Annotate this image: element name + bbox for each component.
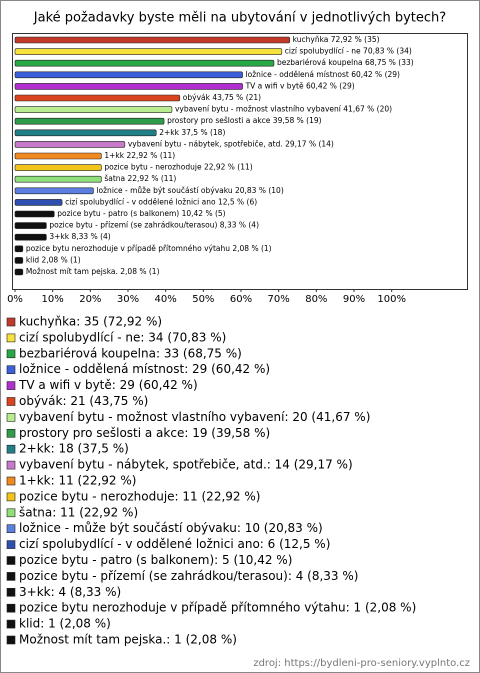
legend-label: pozice bytu - nerozhoduje: 11 (22,92 %) bbox=[19, 489, 260, 503]
legend-label: 3+kk: 4 (8,33 %) bbox=[19, 585, 121, 599]
x-tick-label: 90% bbox=[343, 294, 365, 305]
legend-swatch bbox=[6, 397, 16, 406]
bar-label: pozice bytu - patro (s balkonem) 10,42 %… bbox=[57, 209, 225, 218]
bar-label: vybavení bytu - nábytek, spotřebiče, atd… bbox=[128, 139, 334, 148]
x-tick-label: 0% bbox=[7, 294, 23, 305]
legend-swatch bbox=[6, 492, 16, 502]
legend-swatch bbox=[6, 603, 16, 613]
x-tick-label: 30% bbox=[117, 294, 139, 305]
bar-label: pozice bytu - přízemí (se zahrádkou/tera… bbox=[49, 221, 259, 230]
legend-label: 1+kk: 11 (22,92 %) bbox=[19, 474, 136, 488]
bar-label: klid 2,08 % (1) bbox=[26, 255, 81, 264]
bar bbox=[14, 59, 275, 67]
legend-label: klid: 1 (2,08 %) bbox=[19, 617, 111, 631]
legend-swatch bbox=[6, 540, 16, 549]
x-tick-label: 50% bbox=[192, 294, 214, 305]
legend-label: ložnice - může být součástí obývaku: 10 … bbox=[19, 521, 323, 535]
legend-label: vybavení bytu - nábytek, spotřebiče, atd… bbox=[19, 458, 353, 472]
legend-swatch bbox=[6, 460, 16, 470]
legend-swatch bbox=[6, 572, 16, 581]
x-tick-label: 60% bbox=[230, 294, 252, 305]
bar bbox=[14, 71, 243, 79]
legend-swatch bbox=[6, 365, 16, 375]
bar-label: bezbariérová koupelna 68,75 % (33) bbox=[277, 58, 414, 67]
bar bbox=[14, 268, 24, 276]
legend-label: pozice bytu nerozhoduje v případě přítom… bbox=[19, 601, 416, 615]
bar bbox=[14, 129, 157, 137]
bar bbox=[14, 164, 102, 171]
bar-label: vybavení bytu - možnost vlastního vybave… bbox=[175, 105, 392, 114]
x-tick-label: 10% bbox=[42, 294, 64, 305]
legend-label: 2+kk: 18 (37,5 %) bbox=[19, 442, 129, 456]
legend-swatch bbox=[6, 333, 16, 343]
legend-label: ložnice - oddělená místnost: 29 (60,42 %… bbox=[19, 362, 270, 376]
bar-label: prostory pro sešlosti a akce 39,58 % (19… bbox=[167, 116, 322, 125]
legend-label: Možnost mít tam pejska.: 1 (2,08 %) bbox=[19, 633, 237, 647]
bar-label: ložnice - může být součástí obývaku 20,8… bbox=[96, 186, 283, 195]
legend-swatch bbox=[6, 381, 16, 390]
legend-swatch bbox=[6, 635, 16, 645]
legend-label: cizí spolubydlící - v oddělené ložnici a… bbox=[19, 537, 330, 551]
legend-swatch bbox=[6, 349, 16, 359]
legend-label: cizí spolubydlící - ne: 34 (70,83 %) bbox=[19, 330, 226, 344]
bar-label: 2+kk 37,5 % (18) bbox=[159, 128, 225, 137]
bar-label: Možnost mít tam pejska. 2,08 % (1) bbox=[26, 267, 160, 276]
legend-label: prostory pro sešlosti a akce: 19 (39,58 … bbox=[19, 426, 270, 440]
bar-label: pozice bytu - nerozhoduje 22,92 % (11) bbox=[104, 163, 252, 172]
bar-label: pozice bytu nerozhoduje v případě přítom… bbox=[26, 244, 272, 253]
legend-swatch bbox=[6, 317, 16, 327]
bar bbox=[14, 187, 94, 195]
x-tick-label: 80% bbox=[305, 294, 327, 305]
legend-swatch bbox=[6, 444, 16, 454]
bar-label: šatna 22,92 % (11) bbox=[104, 174, 176, 183]
bar bbox=[14, 210, 55, 218]
bar-label: kuchyňka 72,92 % (35) bbox=[293, 35, 380, 44]
x-tick-label: 40% bbox=[155, 294, 177, 305]
bar bbox=[14, 48, 283, 55]
legend-swatch bbox=[6, 413, 16, 422]
legend-swatch bbox=[6, 524, 16, 534]
bar-label: obývák 43,75 % (21) bbox=[183, 93, 261, 102]
legend-label: šatna: 11 (22,92 %) bbox=[19, 505, 138, 519]
bar-label: cizí spolubydlící - ne 70,83 % (34) bbox=[285, 47, 412, 56]
source: zdroj: https://bydleni-pro-seniory.vypln… bbox=[253, 658, 470, 669]
bar bbox=[14, 199, 63, 206]
legend-swatch bbox=[6, 619, 16, 629]
bar-label: cizí spolubydlící - v oddělené ložnici a… bbox=[65, 197, 257, 206]
legend-label: bezbariérová koupelna: 33 (68,75 %) bbox=[19, 346, 242, 360]
legend-label: obývák: 21 (43,75 %) bbox=[19, 394, 148, 408]
bar bbox=[14, 141, 126, 148]
legend-label: TV a wifi v bytě: 29 (60,42 %) bbox=[18, 378, 198, 392]
bar bbox=[14, 106, 173, 113]
bar-label: 1+kk 22,92 % (11) bbox=[104, 151, 175, 160]
bar-label: ložnice - oddělená místnost 60,42 % (29) bbox=[246, 70, 400, 79]
x-tick-label: 70% bbox=[268, 294, 290, 305]
bar bbox=[14, 233, 47, 241]
legend-swatch bbox=[6, 587, 16, 597]
bar bbox=[14, 152, 102, 160]
x-tick-label: 20% bbox=[79, 294, 101, 305]
bar bbox=[14, 257, 24, 264]
bar bbox=[14, 83, 243, 90]
legend-label: pozice bytu - přízemí (se zahrádkou/tera… bbox=[19, 569, 358, 583]
bar bbox=[14, 245, 24, 253]
legend-label: pozice bytu - patro (s balkonem): 5 (10,… bbox=[19, 553, 292, 567]
legend-label: vybavení bytu - možnost vlastního vybave… bbox=[19, 410, 370, 424]
legend-swatch bbox=[6, 476, 16, 486]
legend-swatch bbox=[6, 508, 16, 518]
chart-title: Jaké požadavky byste měli na ubytování v… bbox=[33, 11, 446, 26]
bar bbox=[14, 175, 102, 183]
bar bbox=[14, 36, 290, 44]
legend-label: kuchyňka: 35 (72,92 %) bbox=[19, 315, 162, 329]
legend-swatch bbox=[6, 428, 16, 438]
bar-label: 3+kk 8,33 % (4) bbox=[49, 232, 110, 241]
bar bbox=[14, 117, 165, 125]
legend-swatch bbox=[6, 556, 16, 565]
x-tick-label: 100% bbox=[377, 294, 406, 305]
bar bbox=[14, 94, 181, 102]
bar bbox=[14, 222, 47, 229]
bar-label: TV a wifi v bytě 60,42 % (29) bbox=[245, 81, 355, 90]
